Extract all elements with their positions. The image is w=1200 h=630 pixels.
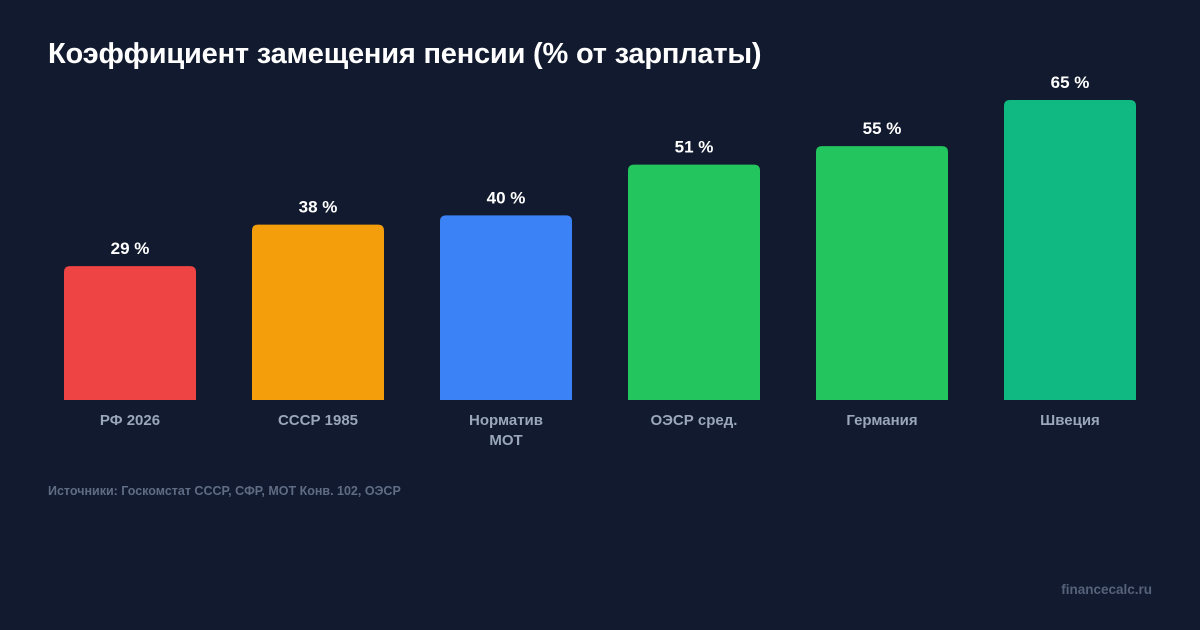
- bar-3: [628, 164, 760, 400]
- bar-0: [64, 266, 196, 400]
- bar-4: [816, 146, 948, 400]
- category-label-1: СССР 1985: [278, 412, 358, 429]
- bar-2: [440, 215, 572, 400]
- bar-1: [252, 224, 384, 400]
- site-watermark: financecalc.ru: [1061, 582, 1152, 597]
- chart-title: Коэффициент замещения пенсии (% от зарпл…: [48, 38, 762, 70]
- category-label-5: Швеция: [1040, 412, 1100, 429]
- category-label-4: Германия: [846, 412, 917, 429]
- source-note: Источники: Госкомстат СССР, СФР, МОТ Кон…: [48, 484, 401, 498]
- value-label-0: 29 %: [111, 239, 150, 258]
- category-label-0: РФ 2026: [100, 412, 160, 429]
- value-label-3: 51 %: [675, 138, 714, 157]
- value-label-1: 38 %: [299, 198, 338, 217]
- category-label-3: ОЭСР сред.: [651, 412, 738, 429]
- value-label-2: 40 %: [487, 188, 526, 207]
- value-label-4: 55 %: [863, 119, 902, 138]
- category-label-2: Норматив МОТ: [469, 412, 543, 449]
- bar-5: [1004, 100, 1136, 400]
- value-label-5: 65 %: [1051, 73, 1090, 92]
